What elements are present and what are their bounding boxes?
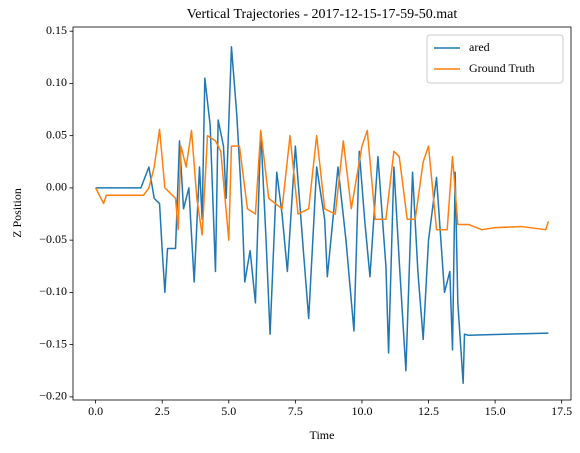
x-tick-label: 10.0	[351, 404, 372, 418]
legend-box	[426, 34, 564, 84]
x-tick-label: 15.0	[485, 404, 506, 418]
y-tick-label: 0.15	[46, 23, 67, 37]
x-tick-label: 7.5	[288, 404, 303, 418]
y-tick-label: 0.05	[46, 127, 67, 141]
line-series	[94, 128, 550, 241]
y-tick-label: −0.05	[39, 232, 67, 246]
x-tick-label: 5.0	[221, 404, 236, 418]
chart-title: Vertical Trajectories - 2017-12-15-17-59…	[187, 7, 458, 22]
x-tick-label: 12.5	[418, 404, 439, 418]
legend-label: Ground Truth	[469, 61, 535, 75]
x-tick-label: 0.0	[88, 404, 103, 418]
y-tick-label: 0.10	[46, 75, 67, 89]
y-axis-label: Z Position	[10, 188, 24, 238]
legend-label: ared	[469, 40, 490, 54]
x-tick-label: 17.5	[551, 404, 572, 418]
x-tick-label: 2.5	[155, 404, 170, 418]
y-tick-label: 0.00	[46, 180, 67, 194]
x-axis-label: Time	[310, 428, 335, 442]
line-series	[95, 46, 549, 385]
y-tick-label: −0.10	[39, 284, 67, 298]
plot-frame	[72, 26, 572, 401]
y-tick-label: −0.15	[39, 336, 67, 350]
y-tick-label: −0.20	[39, 389, 67, 403]
